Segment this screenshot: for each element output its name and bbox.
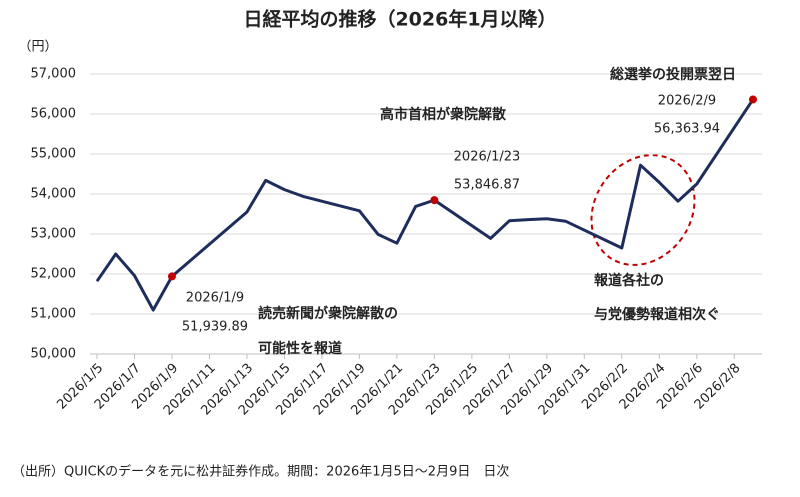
point-value-label: 56,363.94 [654,122,720,137]
annotation: 与党優勢報道相次ぐ [594,306,720,323]
y-tick-label: 50,000 [31,347,77,362]
chart-title: 日経平均の推移（2026年1月以降） [243,8,556,31]
point-value-label: 53,846.87 [454,178,520,193]
annotation: 可能性を報道 [258,340,342,357]
y-tick-label: 54,000 [31,187,77,202]
highlight-point [749,95,757,104]
highlight-point [167,272,176,281]
highlight-ellipse [590,154,696,266]
y-tick-label: 52,000 [31,267,77,282]
y-tick-label: 51,000 [31,307,77,322]
point-date-label: 2026/1/23 [454,150,521,165]
y-tick-label: 56,000 [31,107,77,122]
annotation: 読売新聞が衆院解散の [258,305,398,322]
highlight-point [430,196,439,205]
point-date-label: 2026/2/9 [658,94,716,109]
source-note: （出所）QUICKのデータを元に松井証券作成。期間：2026年1月5日〜2月9日… [12,464,509,480]
y-unit: （円） [18,40,57,55]
y-tick-label: 55,000 [31,147,77,162]
point-value-label: 51,939.89 [182,320,248,335]
annotation: 総選挙の投開票翌日 [610,66,736,83]
point-date-label: 2026/1/9 [186,291,244,306]
annotation: 報道各社の [594,272,664,289]
y-tick-label: 57,000 [31,67,77,82]
y-tick-label: 53,000 [31,227,77,242]
annotation: 高市首相が衆院解散 [380,106,507,123]
